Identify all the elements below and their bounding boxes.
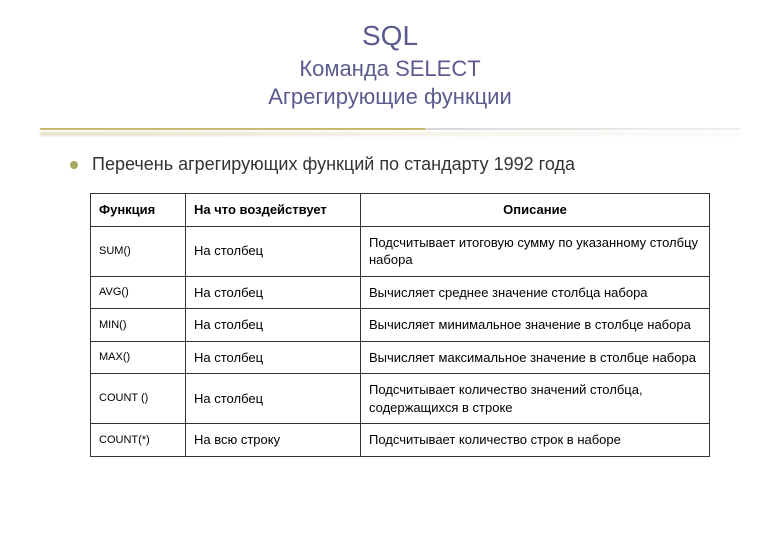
table-row: COUNT () На столбец Подсчитывает количес… — [91, 374, 710, 424]
table-row: MAX() На столбец Вычисляет максимальное … — [91, 341, 710, 374]
table-row: COUNT(*) На всю строку Подсчитывает коли… — [91, 424, 710, 457]
table-header-row: Функция На что воздействует Описание — [91, 194, 710, 227]
cell-description: Подсчитывает количество строк в наборе — [361, 424, 710, 457]
cell-function: COUNT () — [91, 374, 186, 424]
cell-target: На столбец — [186, 226, 361, 276]
cell-description: Вычисляет минимальное значение в столбце… — [361, 309, 710, 342]
bullet-text: Перечень агрегирующих функций по стандар… — [92, 154, 575, 175]
cell-target: На всю строку — [186, 424, 361, 457]
divider-line — [40, 128, 740, 130]
bullet-line: Перечень агрегирующих функций по стандар… — [70, 154, 750, 175]
cell-target: На столбец — [186, 309, 361, 342]
table-body: SUM() На столбец Подсчитывает итоговую с… — [91, 226, 710, 456]
table-row: MIN() На столбец Вычисляет минимальное з… — [91, 309, 710, 342]
title-subtitle-2: Агрегирующие функции — [30, 84, 750, 110]
title-main: SQL — [30, 20, 750, 52]
cell-description: Вычисляет среднее значение столбца набор… — [361, 276, 710, 309]
cell-target: На столбец — [186, 276, 361, 309]
header-description: Описание — [361, 194, 710, 227]
cell-function: COUNT(*) — [91, 424, 186, 457]
cell-function: SUM() — [91, 226, 186, 276]
header-function: Функция — [91, 194, 186, 227]
cell-target: На столбец — [186, 341, 361, 374]
cell-description: Подсчитывает количество значений столбца… — [361, 374, 710, 424]
header-target: На что воздействует — [186, 194, 361, 227]
table-row: AVG() На столбец Вычисляет среднее значе… — [91, 276, 710, 309]
cell-function: AVG() — [91, 276, 186, 309]
table-row: SUM() На столбец Подсчитывает итоговую с… — [91, 226, 710, 276]
functions-table-wrapper: Функция На что воздействует Описание SUM… — [90, 193, 710, 457]
cell-function: MAX() — [91, 341, 186, 374]
bullet-icon — [70, 161, 78, 169]
title-block: SQL Команда SELECT Агрегирующие функции — [30, 20, 750, 110]
cell-description: Вычисляет максимальное значение в столбц… — [361, 341, 710, 374]
functions-table: Функция На что воздействует Описание SUM… — [90, 193, 710, 457]
cell-function: MIN() — [91, 309, 186, 342]
title-subtitle-1: Команда SELECT — [30, 56, 750, 82]
cell-target: На столбец — [186, 374, 361, 424]
cell-description: Подсчитывает итоговую сумму по указанном… — [361, 226, 710, 276]
